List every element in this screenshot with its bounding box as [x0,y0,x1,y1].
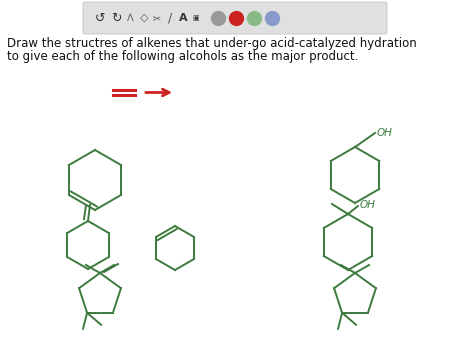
FancyBboxPatch shape [83,2,387,34]
Text: ▣: ▣ [193,15,199,21]
Text: A: A [179,13,187,23]
Text: OH: OH [377,128,393,138]
Text: Draw the structres of alkenes that under-go acid-catalyzed hydration: Draw the structres of alkenes that under… [7,37,417,50]
Text: ᐱ: ᐱ [127,13,133,23]
Text: ↻: ↻ [111,12,121,24]
Text: ↺: ↺ [95,12,105,24]
Text: /: / [168,12,172,24]
Text: to give each of the following alcohols as the major product.: to give each of the following alcohols a… [7,50,358,63]
FancyBboxPatch shape [190,14,202,24]
Text: OH: OH [360,200,376,210]
Text: ✂: ✂ [153,13,161,23]
Text: ◇: ◇ [140,13,148,23]
